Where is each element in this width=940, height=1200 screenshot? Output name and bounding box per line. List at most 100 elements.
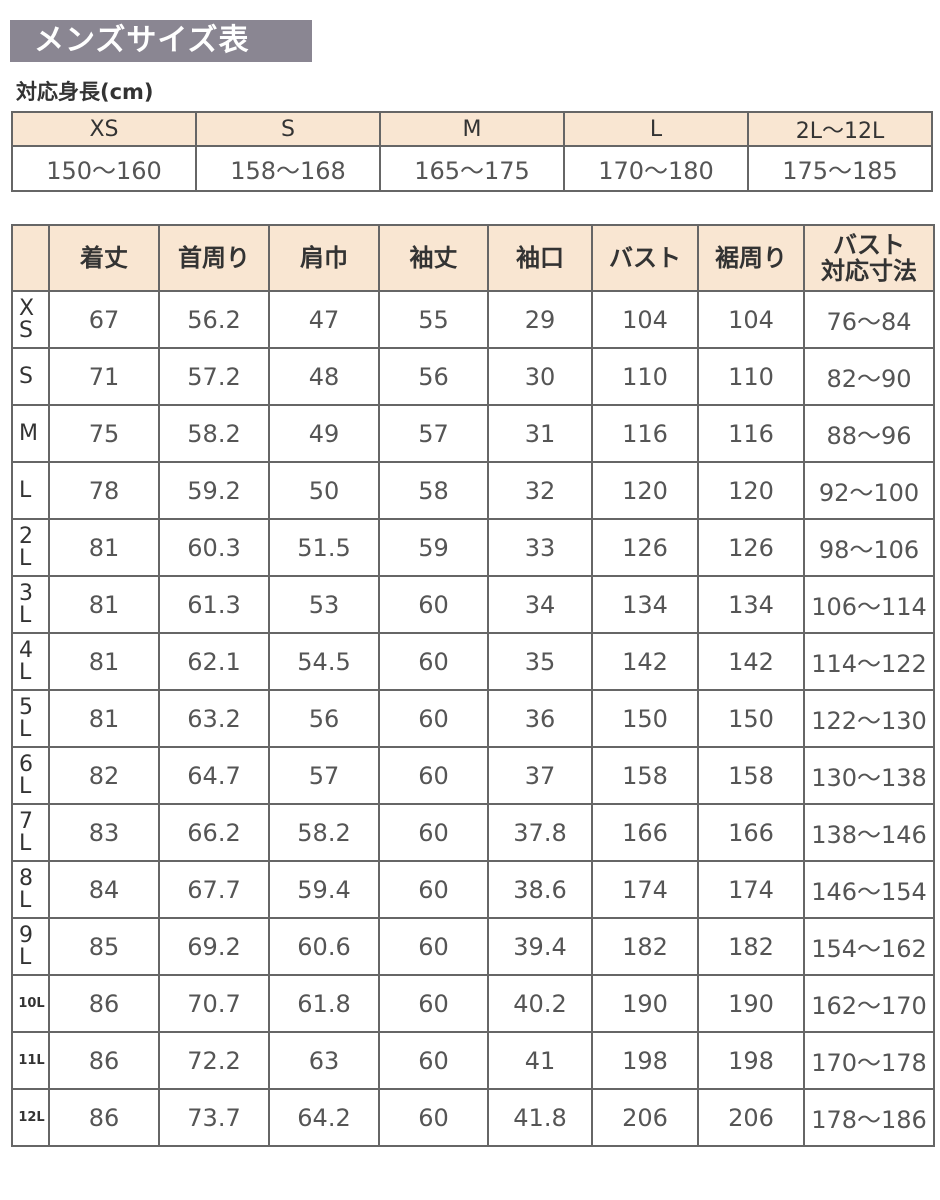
table-row: M 75 58.2 49 57 31 116 116 88〜96 — [11, 404, 935, 463]
table-cell: 62.1 — [158, 632, 270, 691]
table-cell: 104 — [591, 290, 699, 349]
table-cell: 88〜96 — [803, 404, 935, 463]
table-cell: 126 — [591, 518, 699, 577]
table-cell: 51.5 — [268, 518, 380, 577]
table-row: 4 L 81 62.1 54.5 60 35 142 142 114〜122 — [11, 632, 935, 691]
column-header: 裾周り — [697, 224, 805, 292]
table-cell: 76〜84 — [803, 290, 935, 349]
table-cell: 182 — [591, 917, 699, 976]
table-cell: 56 — [378, 347, 489, 406]
table-cell: 120 — [591, 461, 699, 520]
table-cell: 84 — [48, 860, 160, 919]
table-row: 9 L 85 69.2 60.6 60 39.4 182 182 154〜162 — [11, 917, 935, 976]
size-header: 2L〜12L — [747, 111, 933, 147]
table-cell: 57 — [268, 746, 380, 805]
table-cell: 60 — [378, 575, 489, 634]
table-cell: 57.2 — [158, 347, 270, 406]
table-cell: 60 — [378, 917, 489, 976]
height-range: 170〜180 — [563, 145, 749, 192]
table-cell: 158 — [591, 746, 699, 805]
table-cell: 98〜106 — [803, 518, 935, 577]
table-cell: 92〜100 — [803, 461, 935, 520]
table-cell: 190 — [697, 974, 805, 1033]
table-cell: 162〜170 — [803, 974, 935, 1033]
column-header: 肩巾 — [268, 224, 380, 292]
table-cell: 81 — [48, 575, 160, 634]
table-cell: 166 — [591, 803, 699, 862]
column-header: バスト — [591, 224, 699, 292]
table-cell: 61.3 — [158, 575, 270, 634]
size-header: L — [563, 111, 749, 147]
table-cell: 75 — [48, 404, 160, 463]
size-header: M — [379, 111, 565, 147]
table-cell: 64.7 — [158, 746, 270, 805]
table-row: 3 L 81 61.3 53 60 34 134 134 106〜114 — [11, 575, 935, 634]
table-cell: 60 — [378, 746, 489, 805]
table-cell: 50 — [268, 461, 380, 520]
table-cell: 190 — [591, 974, 699, 1033]
table-cell: 35 — [487, 632, 593, 691]
size-label: 12L — [11, 1088, 50, 1147]
table-cell: 150 — [591, 689, 699, 748]
table-cell: 47 — [268, 290, 380, 349]
table-cell: 83 — [48, 803, 160, 862]
table-cell: 63 — [268, 1031, 380, 1090]
table-cell: 67.7 — [158, 860, 270, 919]
table-row: 7 L 83 66.2 58.2 60 37.8 166 166 138〜146 — [11, 803, 935, 862]
table-cell: 106〜114 — [803, 575, 935, 634]
table-cell: 37 — [487, 746, 593, 805]
table-cell: 138〜146 — [803, 803, 935, 862]
table-cell: 170〜178 — [803, 1031, 935, 1090]
height-table-caption: 対応身長(cm) — [16, 80, 154, 104]
table-cell: 60 — [378, 689, 489, 748]
table-cell: 64.2 — [268, 1088, 380, 1147]
column-header: バスト 対応寸法 — [803, 224, 935, 292]
table-row: 12L 86 73.7 64.2 60 41.8 206 206 178〜186 — [11, 1088, 935, 1147]
table-row: 11L 86 72.2 63 60 41 198 198 170〜178 — [11, 1031, 935, 1090]
height-range: 150〜160 — [11, 145, 197, 192]
table-cell: 206 — [591, 1088, 699, 1147]
table-cell: 59.2 — [158, 461, 270, 520]
table-cell: 56 — [268, 689, 380, 748]
table-cell: 134 — [591, 575, 699, 634]
table-cell: 110 — [591, 347, 699, 406]
table-row: 5 L 81 63.2 56 60 36 150 150 122〜130 — [11, 689, 935, 748]
height-table: XS S M L 2L〜12L 150〜160 158〜168 165〜175 … — [11, 111, 933, 192]
size-label: M — [11, 404, 50, 463]
table-row: L 78 59.2 50 58 32 120 120 92〜100 — [11, 461, 935, 520]
height-range: 175〜185 — [747, 145, 933, 192]
table-cell: 60.3 — [158, 518, 270, 577]
table-cell: 38.6 — [487, 860, 593, 919]
height-range: 165〜175 — [379, 145, 565, 192]
table-cell: 114〜122 — [803, 632, 935, 691]
table-cell: 81 — [48, 632, 160, 691]
table-cell: 174 — [697, 860, 805, 919]
table-cell: 59 — [378, 518, 489, 577]
table-cell: 72.2 — [158, 1031, 270, 1090]
table-cell: 71 — [48, 347, 160, 406]
table-cell: 142 — [591, 632, 699, 691]
table-cell: 81 — [48, 689, 160, 748]
table-cell: 134 — [697, 575, 805, 634]
height-row: 150〜160 158〜168 165〜175 170〜180 175〜185 — [11, 145, 933, 192]
table-row: S 71 57.2 48 56 30 110 110 82〜90 — [11, 347, 935, 406]
table-cell: 142 — [697, 632, 805, 691]
table-cell: 154〜162 — [803, 917, 935, 976]
table-cell: 39.4 — [487, 917, 593, 976]
table-cell: 29 — [487, 290, 593, 349]
table-cell: 116 — [591, 404, 699, 463]
table-cell: 54.5 — [268, 632, 380, 691]
height-table-header: XS S M L 2L〜12L — [11, 111, 933, 147]
table-cell: 58.2 — [158, 404, 270, 463]
column-header: 首周り — [158, 224, 270, 292]
table-row: 8 L 84 67.7 59.4 60 38.6 174 174 146〜154 — [11, 860, 935, 919]
table-cell: 120 — [697, 461, 805, 520]
table-cell: 158 — [697, 746, 805, 805]
table-cell: 37.8 — [487, 803, 593, 862]
column-header: 袖口 — [487, 224, 593, 292]
size-label: L — [11, 461, 50, 520]
